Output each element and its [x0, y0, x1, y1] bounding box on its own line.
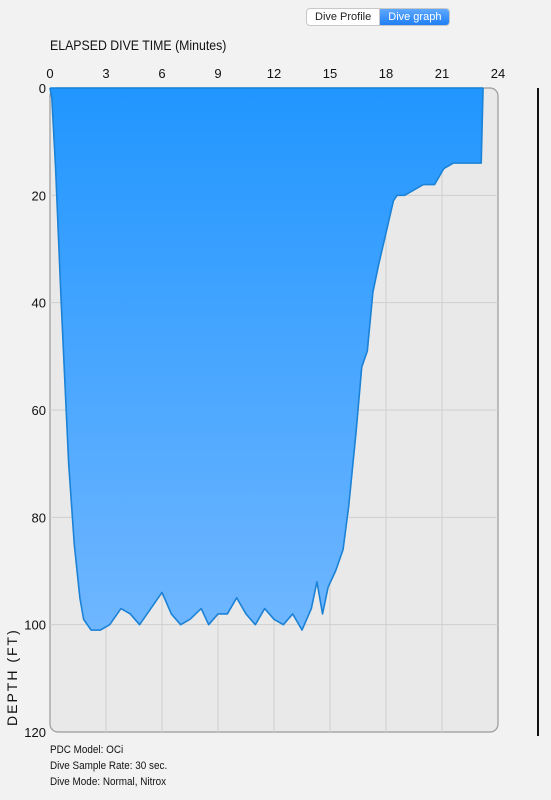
x-tick-label: 12 — [267, 66, 281, 81]
x-tick-label: 18 — [379, 66, 393, 81]
x-tick-label: 15 — [323, 66, 337, 81]
x-tick-label: 24 — [491, 66, 505, 81]
view-toggle[interactable]: Dive Profile Dive graph — [306, 8, 451, 26]
x-tick-label: 3 — [102, 66, 109, 81]
vertical-divider — [537, 88, 539, 736]
y-tick-label: 100 — [24, 618, 46, 633]
y-tick-label: 20 — [32, 188, 46, 203]
y-tick-label: 80 — [32, 510, 46, 525]
depth-area — [50, 88, 484, 631]
x-tick-label: 0 — [46, 66, 53, 81]
y-axis-label: DEPTH (FT) — [4, 628, 20, 726]
dive-graph-chart: 0 3 6 9 12 15 18 21 24 0 20 40 60 80 100 120 — [24, 66, 505, 740]
y-tick-label: 0 — [39, 81, 46, 96]
x-tick-label: 6 — [158, 66, 165, 81]
tab-dive-graph[interactable]: Dive graph — [379, 9, 450, 25]
pdc-model-text: PDC Model: OCi — [50, 744, 124, 756]
y-tick-label: 60 — [32, 403, 46, 418]
y-tick-label: 40 — [32, 296, 46, 311]
depth-line — [49, 87, 484, 631]
dive-info: PDC Model: OCi Dive Sample Rate: 30 sec.… — [50, 742, 167, 790]
tab-dive-profile[interactable]: Dive Profile — [315, 11, 372, 23]
chart-title: ELAPSED DIVE TIME (Minutes) — [50, 37, 227, 53]
x-tick-label: 9 — [214, 66, 221, 81]
dive-mode-text: Dive Mode: Normal, Nitrox — [50, 776, 167, 788]
x-tick-label: 21 — [435, 66, 449, 81]
sample-rate-text: Dive Sample Rate: 30 sec. — [50, 760, 168, 772]
y-tick-label: 120 — [24, 725, 46, 740]
